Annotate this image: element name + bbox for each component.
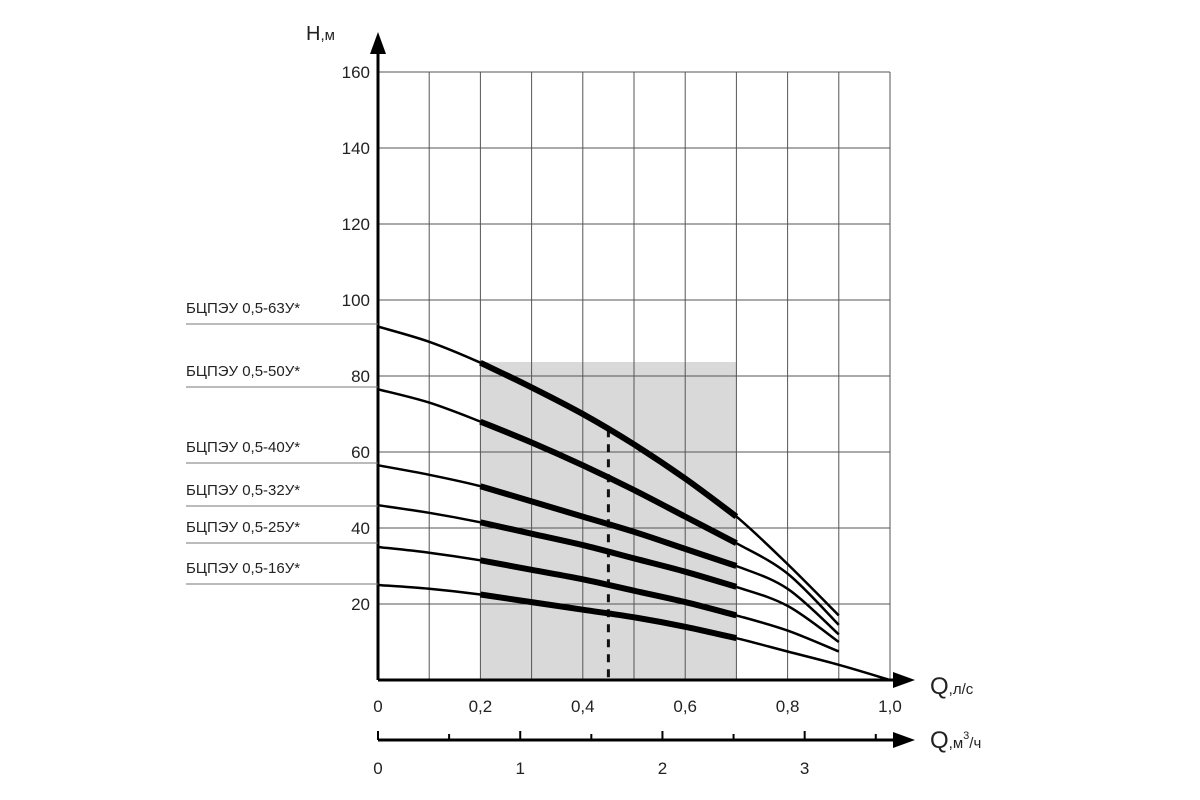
series-curve-working-segment — [479, 519, 738, 590]
x-tick-label: 1,0 — [878, 697, 902, 716]
x-tick-label: 0,4 — [571, 697, 595, 716]
y-tick-label: 100 — [342, 291, 370, 310]
x2-axis-label: Q,м3/ч — [930, 727, 981, 754]
series-curve-working-segment — [479, 359, 739, 520]
x-tick-label: 0,6 — [673, 697, 697, 716]
series-label: БЦПЭУ 0,5-25У* — [186, 519, 300, 536]
y-tick-label: 60 — [351, 443, 370, 462]
y-tick-label: 120 — [342, 215, 370, 234]
y-axis-label: H,м — [306, 23, 335, 45]
y-axis-arrow — [370, 32, 386, 54]
series-label: БЦПЭУ 0,5-63У* — [186, 300, 300, 317]
x-tick-label: 0,2 — [469, 697, 493, 716]
series-label: БЦПЭУ 0,5-40У* — [186, 439, 300, 456]
series-label: БЦПЭУ 0,5-32У* — [186, 482, 300, 499]
x2-axis-arrow — [893, 732, 915, 748]
x-axis-arrow — [893, 672, 915, 688]
series-curve-working-segment — [479, 591, 738, 642]
y-tick-label: 140 — [342, 139, 370, 158]
x2-tick-label: 2 — [658, 759, 667, 778]
y-tick-label: 160 — [342, 63, 370, 82]
x2-tick-label: 1 — [515, 759, 524, 778]
x-tick-label: 0,8 — [776, 697, 800, 716]
series-label: БЦПЭУ 0,5-16У* — [186, 560, 300, 577]
x2-tick-label: 3 — [800, 759, 809, 778]
y-tick-label: 40 — [351, 519, 370, 538]
series-curve-working-segment — [479, 418, 738, 546]
y-tick-label: 80 — [351, 367, 370, 386]
series-curve-working-segment — [479, 557, 738, 619]
y-tick-label: 20 — [351, 595, 370, 614]
x-tick-label: 0 — [373, 697, 382, 716]
series-label: БЦПЭУ 0,5-50У* — [186, 363, 300, 380]
x2-tick-label: 0 — [373, 759, 382, 778]
series-curve-working-segment — [479, 483, 738, 569]
x-axis-label: Q,л/с — [930, 673, 974, 700]
